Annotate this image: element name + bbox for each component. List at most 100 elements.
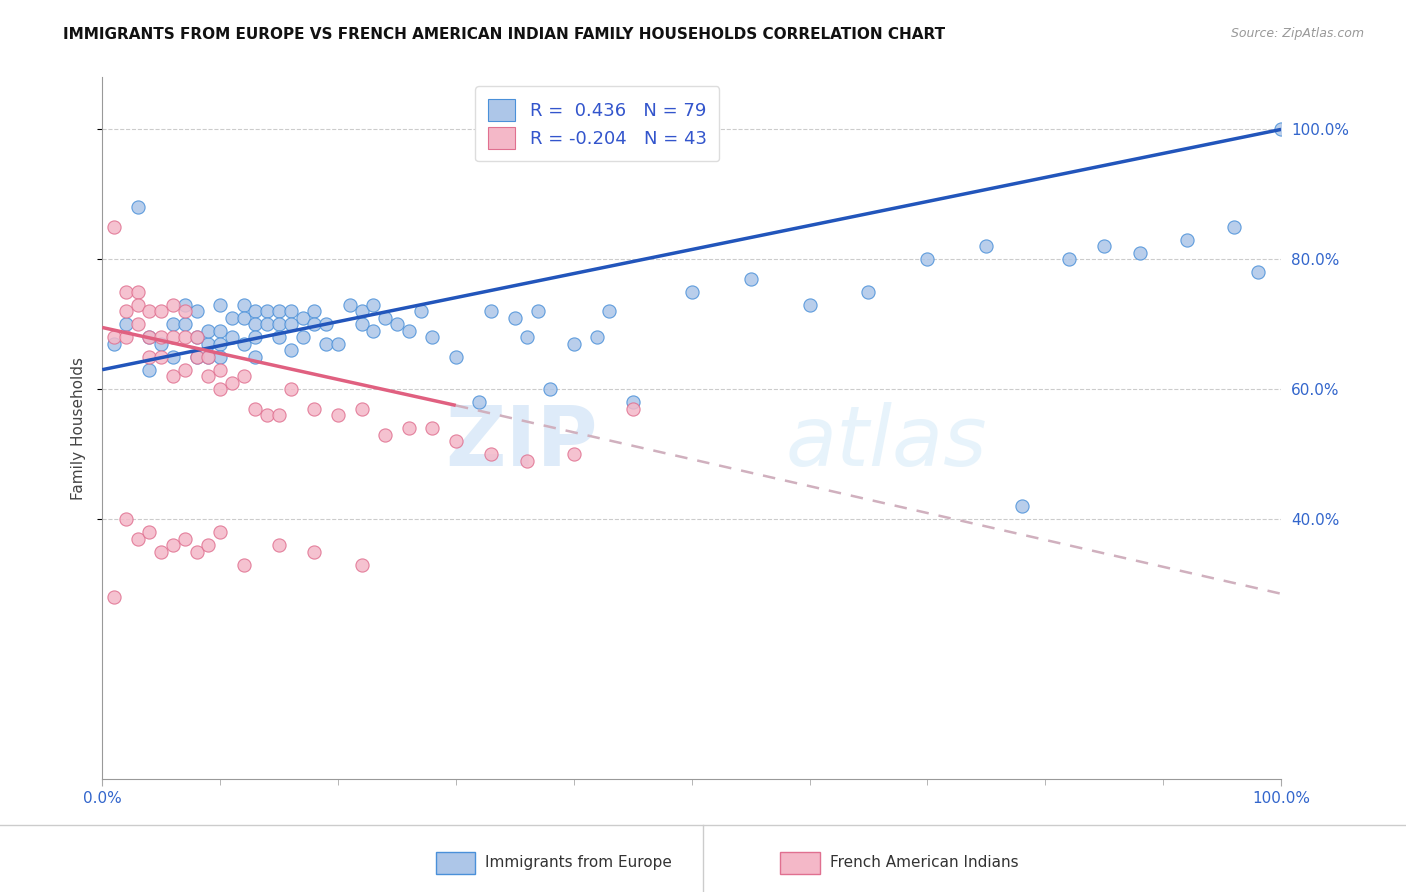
Point: [245, 304, 267, 318]
Point: [363, 324, 385, 338]
Text: Source: ZipAtlas.com: Source: ZipAtlas.com: [1230, 27, 1364, 40]
Point: [267, 330, 290, 344]
Point: [267, 317, 290, 331]
Point: [197, 336, 219, 351]
Point: [385, 317, 408, 331]
Point: [280, 382, 302, 396]
Point: [291, 330, 314, 344]
Point: [562, 447, 585, 461]
Point: [339, 298, 361, 312]
Point: [245, 350, 267, 364]
Point: [232, 336, 254, 351]
Point: [267, 304, 290, 318]
Point: [150, 336, 173, 351]
Point: [799, 298, 821, 312]
Point: [173, 298, 195, 312]
Point: [232, 298, 254, 312]
Point: [1270, 122, 1292, 136]
Point: [138, 362, 160, 376]
Point: [1129, 245, 1152, 260]
Point: [162, 350, 184, 364]
Point: [503, 310, 526, 325]
Point: [479, 304, 502, 318]
Point: [304, 304, 326, 318]
Point: [256, 408, 278, 422]
Point: [186, 350, 208, 364]
Point: [280, 343, 302, 358]
Point: [374, 427, 396, 442]
Point: [245, 317, 267, 331]
Point: [197, 350, 219, 364]
Point: [138, 350, 160, 364]
Point: [516, 330, 538, 344]
Point: [221, 310, 243, 325]
Point: [280, 317, 302, 331]
Point: [621, 401, 644, 416]
Point: [562, 336, 585, 351]
Point: [173, 330, 195, 344]
Point: [291, 310, 314, 325]
Point: [114, 317, 136, 331]
Point: [103, 330, 125, 344]
Point: [538, 382, 561, 396]
Point: [186, 350, 208, 364]
Point: [162, 369, 184, 384]
Point: [516, 453, 538, 467]
Text: ZIP: ZIP: [444, 401, 598, 483]
Point: [138, 304, 160, 318]
Point: [186, 304, 208, 318]
Text: Immigrants from Europe: Immigrants from Europe: [485, 855, 672, 870]
Point: [350, 317, 373, 331]
Point: [304, 544, 326, 558]
Point: [173, 304, 195, 318]
Point: [209, 382, 232, 396]
Point: [1057, 252, 1080, 267]
Point: [114, 512, 136, 526]
Point: [173, 532, 195, 546]
Point: [138, 330, 160, 344]
Y-axis label: Family Households: Family Households: [72, 357, 86, 500]
Legend: R =  0.436   N = 79, R = -0.204   N = 43: R = 0.436 N = 79, R = -0.204 N = 43: [475, 87, 720, 161]
Point: [197, 350, 219, 364]
Point: [363, 298, 385, 312]
Point: [245, 330, 267, 344]
Point: [150, 330, 173, 344]
Point: [127, 317, 149, 331]
Point: [479, 447, 502, 461]
Point: [221, 376, 243, 390]
Point: [127, 298, 149, 312]
Point: [1092, 239, 1115, 253]
Point: [350, 304, 373, 318]
Point: [162, 330, 184, 344]
Point: [409, 304, 432, 318]
Point: [398, 421, 420, 435]
Text: atlas: atlas: [786, 401, 987, 483]
Point: [280, 304, 302, 318]
Point: [197, 538, 219, 552]
Point: [420, 330, 443, 344]
Point: [127, 200, 149, 214]
Point: [527, 304, 550, 318]
Point: [304, 317, 326, 331]
Point: [186, 544, 208, 558]
Point: [374, 310, 396, 325]
Point: [209, 350, 232, 364]
Point: [162, 538, 184, 552]
Point: [598, 304, 620, 318]
Point: [209, 324, 232, 338]
Point: [350, 558, 373, 572]
Point: [1246, 265, 1268, 279]
Point: [197, 369, 219, 384]
Text: IMMIGRANTS FROM EUROPE VS FRENCH AMERICAN INDIAN FAMILY HOUSEHOLDS CORRELATION C: IMMIGRANTS FROM EUROPE VS FRENCH AMERICA…: [63, 27, 945, 42]
Point: [209, 362, 232, 376]
Point: [127, 285, 149, 299]
Point: [1175, 233, 1198, 247]
Point: [315, 336, 337, 351]
Point: [186, 330, 208, 344]
Point: [232, 558, 254, 572]
Point: [586, 330, 609, 344]
Point: [186, 330, 208, 344]
Point: [245, 401, 267, 416]
Point: [267, 538, 290, 552]
Point: [103, 219, 125, 234]
